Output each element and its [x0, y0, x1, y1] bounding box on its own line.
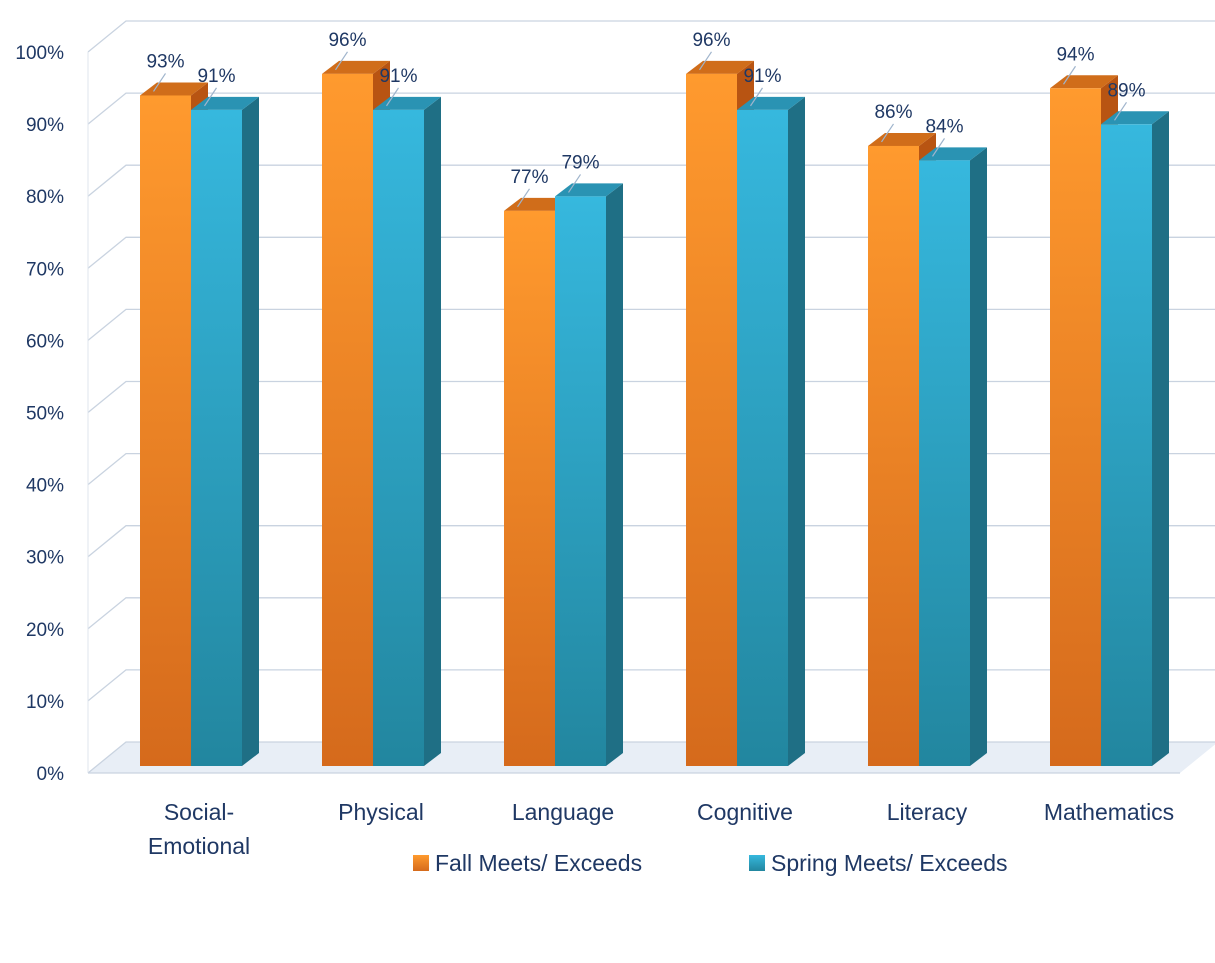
gridline: [87, 20, 1215, 53]
data-label-leader: [335, 51, 348, 71]
bar-front: [919, 160, 970, 767]
y-tick-label: 80%: [26, 187, 64, 208]
data-label-leader: [750, 87, 763, 107]
y-tick-label: 50%: [26, 404, 64, 425]
legend-swatch: [749, 855, 765, 871]
gridline: [87, 597, 1215, 630]
x-tick-label: Physical: [338, 799, 424, 825]
data-label-leader: [932, 138, 945, 157]
data-label: 79%: [561, 152, 599, 173]
gridline: [87, 741, 1215, 774]
gridline: [87, 452, 1215, 486]
data-label-leader: [1114, 101, 1127, 121]
data-label: 91%: [379, 66, 417, 87]
data-label: 89%: [1107, 80, 1145, 101]
labels: 93% 91% Social- Emotional 96% 91% Physical 77% 7…: [146, 30, 1174, 859]
y-tick-label: 40%: [26, 476, 64, 497]
x-tick-label: Emotional: [148, 833, 250, 859]
gridline: [87, 164, 1215, 197]
legend-label: Spring Meets/ Exceeds: [771, 850, 1008, 876]
bar-front: [1101, 124, 1152, 766]
bar-side: [1152, 111, 1169, 766]
gridline: [87, 525, 1215, 558]
bar-front: [1050, 88, 1101, 766]
data-label-leader: [204, 87, 217, 107]
bars: [140, 60, 1169, 767]
y-tick-label: 100%: [15, 43, 64, 64]
data-label-leader: [699, 51, 712, 71]
x-tick-label: Literacy: [887, 799, 968, 825]
y-tick-label: 90%: [26, 115, 64, 136]
bar-side: [606, 183, 623, 766]
bar-front: [555, 196, 606, 766]
x-tick-label: Mathematics: [1044, 799, 1174, 825]
x-tick-label: Social-: [164, 799, 234, 825]
bar-front: [140, 95, 191, 767]
data-label: 77%: [510, 167, 548, 188]
legend-label: Fall Meets/ Exceeds: [435, 850, 642, 876]
gridline: [87, 308, 1215, 341]
bar-front: [686, 73, 737, 767]
data-label: 84%: [925, 116, 963, 137]
data-label: 96%: [692, 30, 730, 51]
bar-front: [868, 145, 919, 766]
y-tick-label: 20%: [26, 620, 64, 641]
legend: Fall Meets/ Exceeds Spring Meets/ Exceeds: [413, 850, 1008, 876]
y-tick-label: 60%: [26, 331, 64, 352]
bar-front: [322, 73, 373, 767]
data-label-leader: [881, 123, 894, 143]
gridline: [87, 669, 1215, 702]
x-tick-label: Language: [512, 799, 614, 825]
data-label: 93%: [146, 51, 184, 72]
bar-side: [788, 96, 805, 766]
gridline: [87, 236, 1215, 269]
y-tick-label: 30%: [26, 548, 64, 569]
bar-side: [970, 147, 987, 767]
y-tick-label: 0%: [37, 764, 65, 785]
data-label-leader: [1063, 65, 1076, 85]
data-label: 94%: [1056, 44, 1094, 65]
bar-side: [242, 96, 259, 766]
data-label-leader: [386, 87, 399, 107]
data-label-leader: [517, 188, 530, 208]
y-tick-label: 70%: [26, 259, 64, 280]
bar-front: [191, 109, 242, 766]
bar-front: [504, 210, 555, 766]
legend-swatch: [413, 855, 429, 871]
bar-side: [424, 96, 441, 766]
bar-front: [737, 109, 788, 766]
data-label: 91%: [743, 66, 781, 87]
data-label: 86%: [874, 102, 912, 123]
data-label-leader: [153, 73, 166, 92]
gridline: [87, 92, 1215, 125]
data-label: 96%: [328, 30, 366, 51]
bar-front: [373, 109, 424, 766]
y-tick-label: 10%: [26, 692, 64, 713]
data-label-leader: [568, 174, 581, 193]
data-label: 91%: [197, 66, 235, 87]
x-tick-label: Cognitive: [697, 799, 793, 825]
gridline: [87, 380, 1215, 414]
